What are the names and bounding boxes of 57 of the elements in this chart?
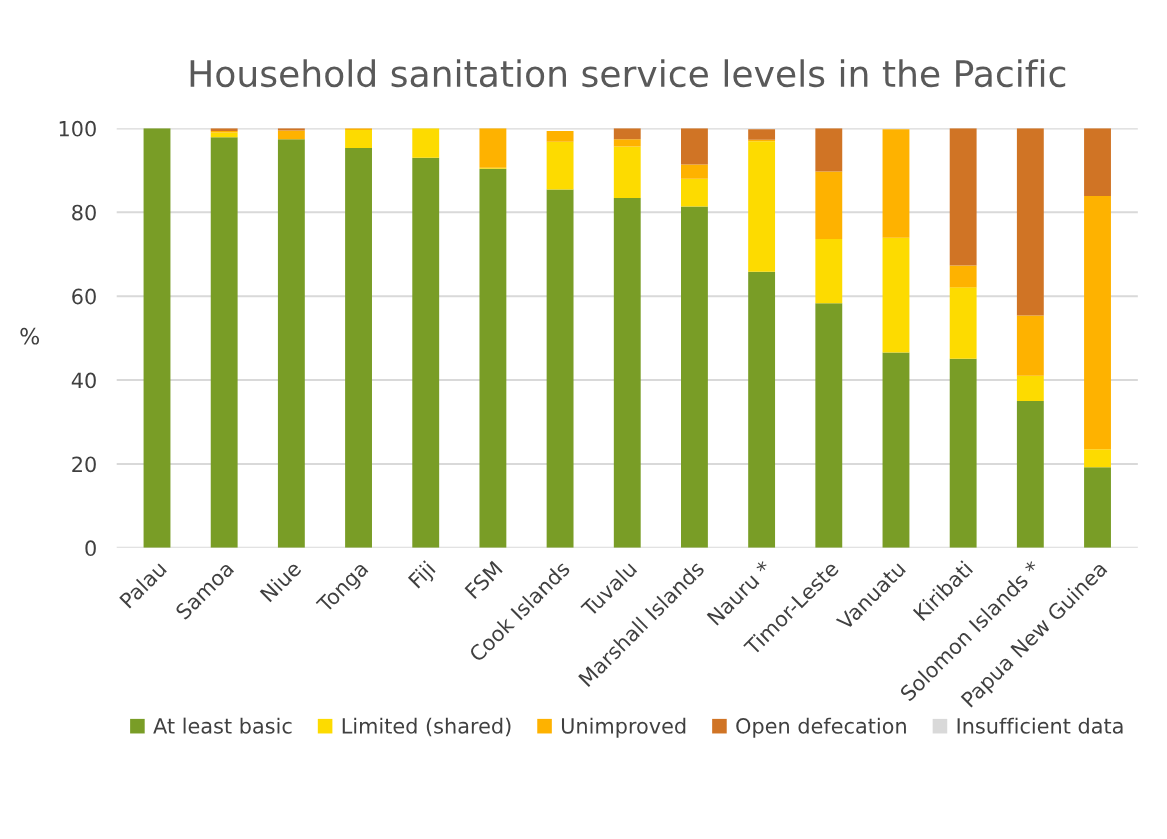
bar (1084, 467, 1111, 548)
bar (1016, 315, 1044, 376)
bar (949, 128, 977, 266)
bar (815, 239, 843, 304)
bar (1084, 449, 1111, 468)
bar (1084, 195, 1111, 450)
bar (613, 146, 641, 198)
bar (546, 141, 574, 190)
bar (882, 129, 910, 238)
bar (815, 171, 843, 240)
bar (681, 164, 708, 179)
bar (613, 198, 641, 548)
bar (546, 130, 574, 142)
bar (815, 303, 843, 548)
bar (882, 352, 910, 548)
bar (277, 130, 305, 140)
bar (1084, 128, 1111, 196)
chart-title: Household sanitation service levels in the Pacific (190, 59, 1066, 88)
bar (546, 189, 574, 548)
legend-label: Insufficient data (957, 717, 1123, 734)
y-axis-title: % (20, 327, 40, 345)
legend-label: At least basic (153, 717, 292, 734)
bar (412, 157, 440, 548)
bar (412, 128, 440, 158)
y-tick-label: 100 (59, 120, 96, 137)
y-tick-label: 0 (85, 540, 96, 557)
bar (949, 358, 977, 548)
y-tick-label: 20 (72, 456, 96, 473)
bar (815, 128, 843, 172)
bar (681, 178, 708, 207)
bar (613, 128, 641, 140)
bar (748, 271, 776, 548)
bar (277, 139, 305, 548)
bar (345, 130, 372, 149)
bar (1016, 128, 1044, 316)
x-tick-label: Fiji (407, 560, 439, 592)
legend-label: Open defecation (736, 717, 906, 738)
y-tick-label: 80 (72, 204, 96, 221)
bar (1016, 401, 1044, 548)
legend-label: Unimproved (561, 717, 686, 738)
bar (210, 137, 238, 548)
bar (949, 265, 977, 288)
legend-label: Limited (shared) (342, 717, 511, 737)
bar (748, 141, 776, 272)
bar (1016, 375, 1044, 402)
y-tick-label: 60 (72, 288, 96, 305)
y-tick-label: 40 (71, 372, 96, 389)
bar (882, 237, 910, 353)
bar (748, 129, 776, 140)
bar (613, 139, 641, 147)
bar (479, 128, 507, 168)
bar (681, 128, 708, 165)
bar (949, 287, 977, 359)
bar (479, 168, 507, 548)
bar (681, 206, 708, 548)
bar (345, 148, 372, 548)
bar (143, 128, 171, 548)
